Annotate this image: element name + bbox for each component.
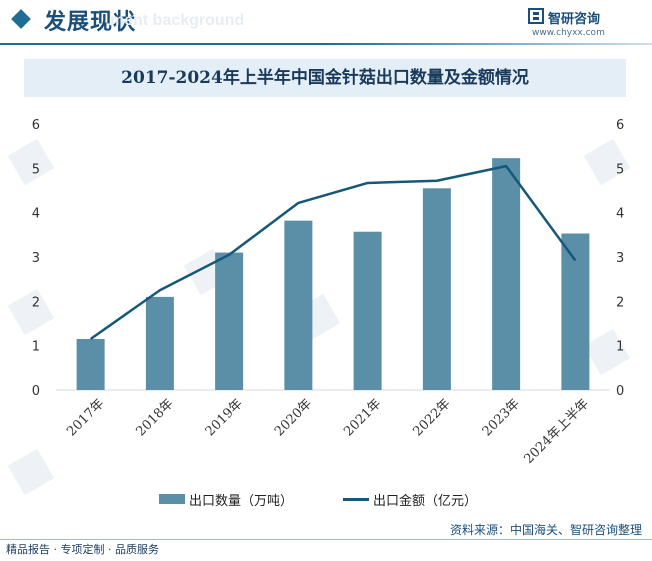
- y-left-tick-label: 6: [32, 118, 40, 133]
- y-right-tick-label: 2: [616, 295, 624, 310]
- legend-bar-swatch: [159, 494, 185, 504]
- footer-divider: [0, 539, 652, 540]
- brand-logo-block: 智研咨询 www.chyxx.com: [528, 6, 638, 42]
- legend-bar-label: 出口数量（万吨）: [189, 494, 294, 509]
- y-left-tick-label: 2: [32, 295, 40, 310]
- x-tick-label: 2017年: [64, 396, 107, 439]
- header-divider: [0, 43, 652, 45]
- y-right-tick-label: 5: [616, 162, 624, 177]
- x-tick-label: 2018年: [134, 396, 177, 439]
- x-tick-label: 2021年: [341, 396, 384, 439]
- bar: [561, 233, 590, 390]
- bar: [284, 220, 313, 390]
- chart-title-box: 2017-2024年上半年中国金针菇出口数量及金额情况: [24, 59, 626, 97]
- y-left-tick-label: 3: [32, 251, 40, 266]
- bar: [353, 231, 382, 390]
- bar: [422, 188, 451, 390]
- source-note: 资料来源：中国海关、智研咨询整理: [449, 523, 642, 537]
- x-tick-label: 2023年: [480, 396, 523, 439]
- bar: [215, 252, 244, 390]
- page-header: 发展现状 ment background 智研咨询 www.chyxx.com: [0, 0, 652, 45]
- section-subtitle-ghost: ment background: [110, 12, 245, 29]
- series-line: [89, 164, 577, 341]
- y-left-tick-label: 4: [32, 207, 40, 222]
- y-left-tick-label: 0: [32, 384, 40, 399]
- bar: [492, 158, 521, 390]
- legend: 出口数量（万吨） 出口金额（亿元）: [0, 489, 652, 511]
- brand-url: www.chyxx.com: [532, 28, 605, 38]
- y-right-tick-label: 6: [616, 118, 624, 133]
- y-left-tick-label: 5: [32, 162, 40, 177]
- y-left-tick-label: 1: [32, 340, 40, 355]
- section-title: 发展现状: [44, 10, 137, 35]
- y-right-tick-label: 4: [616, 207, 624, 222]
- legend-line-label: 出口金额（亿元）: [373, 494, 478, 509]
- brand-name: 智研咨询: [548, 12, 601, 27]
- footer-tagline: 精品报告 · 专项定制 · 品质服务: [6, 543, 159, 556]
- y-right-tick-label: 0: [616, 384, 624, 399]
- brand-logo-icon: [528, 8, 544, 24]
- bar: [145, 296, 174, 390]
- y-right-tick-label: 1: [616, 340, 624, 355]
- bar: [76, 339, 105, 390]
- chart-title: 2017-2024年上半年中国金针菇出口数量及金额情况: [121, 68, 529, 88]
- x-tick-label: 2022年: [411, 396, 454, 439]
- x-tick-label: 2019年: [203, 396, 246, 439]
- legend-line-swatch: [343, 498, 369, 501]
- x-tick-label: 2024年上半年: [521, 396, 592, 467]
- x-tick-label: 2020年: [272, 396, 315, 439]
- y-right-tick-label: 3: [616, 251, 624, 266]
